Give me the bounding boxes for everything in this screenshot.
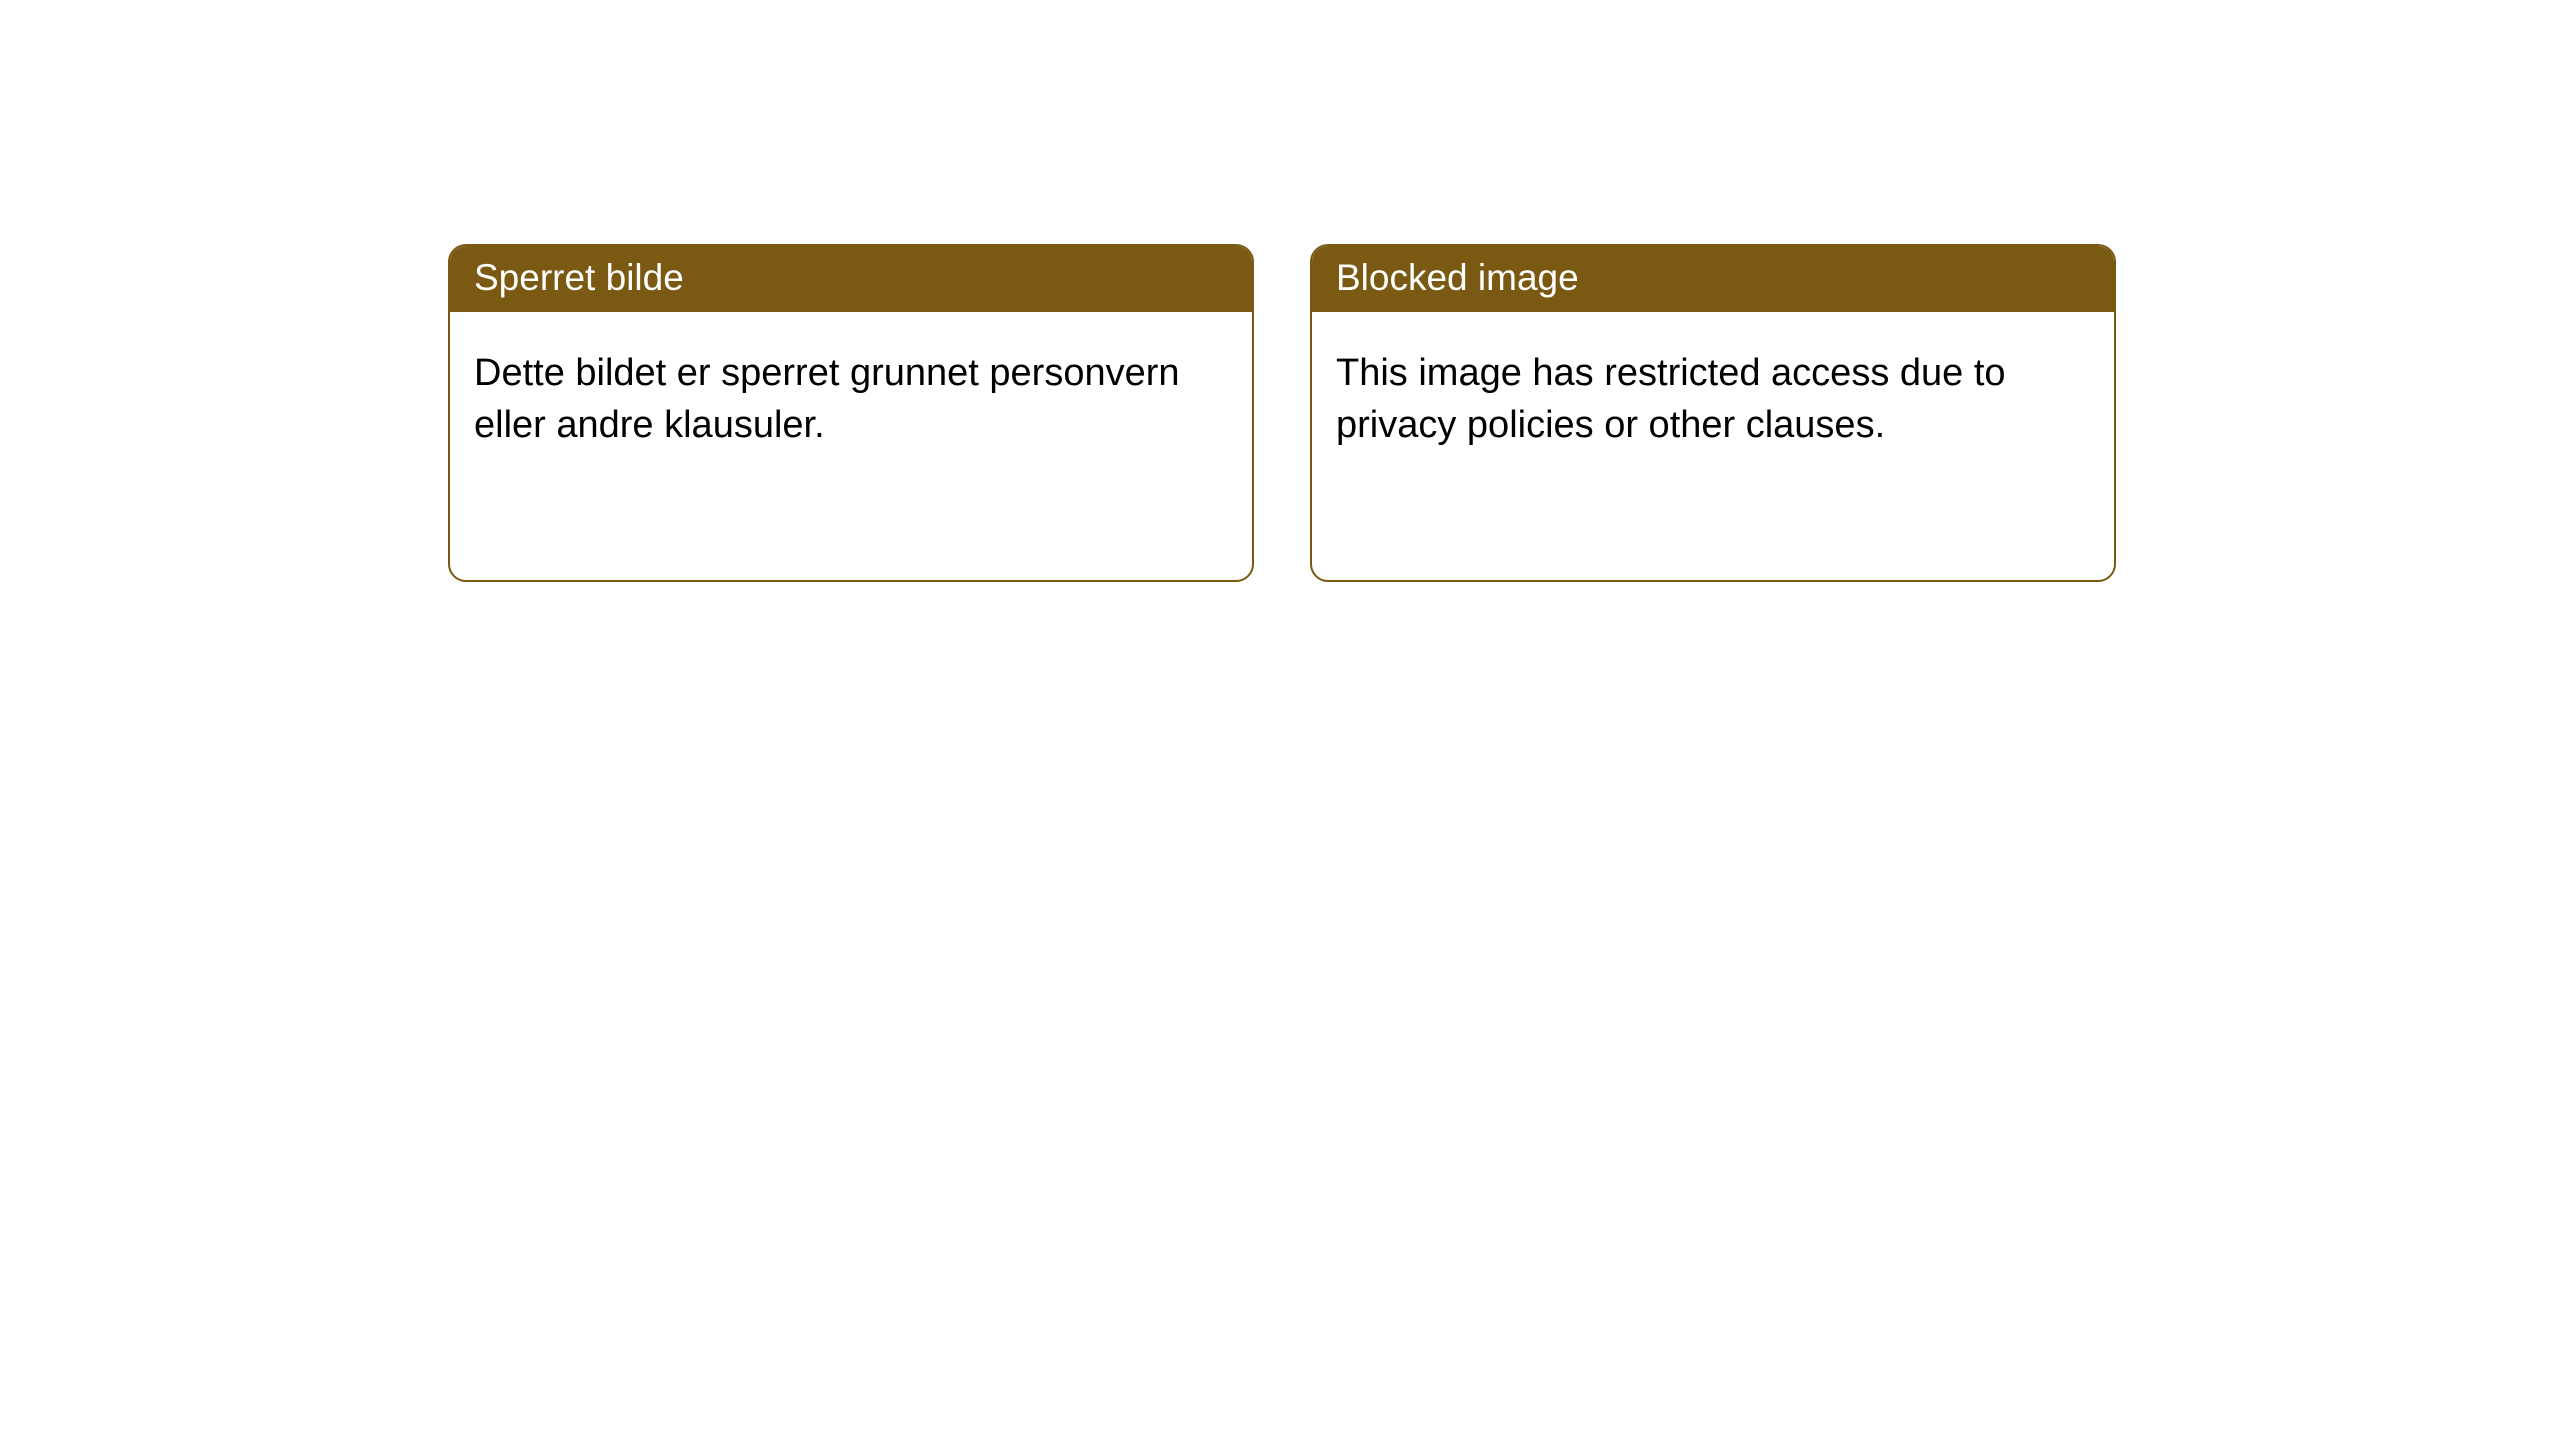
- notice-title: Sperret bilde: [474, 257, 684, 298]
- notice-header: Blocked image: [1312, 246, 2114, 312]
- notice-card-norwegian: Sperret bilde Dette bildet er sperret gr…: [448, 244, 1254, 582]
- notice-message: This image has restricted access due to …: [1336, 352, 2006, 445]
- notice-body: Dette bildet er sperret grunnet personve…: [450, 312, 1252, 475]
- notice-card-english: Blocked image This image has restricted …: [1310, 244, 2116, 582]
- notice-message: Dette bildet er sperret grunnet personve…: [474, 352, 1180, 445]
- notice-body: This image has restricted access due to …: [1312, 312, 2114, 475]
- notice-container: Sperret bilde Dette bildet er sperret gr…: [0, 0, 2560, 582]
- notice-header: Sperret bilde: [450, 246, 1252, 312]
- notice-title: Blocked image: [1336, 257, 1579, 298]
